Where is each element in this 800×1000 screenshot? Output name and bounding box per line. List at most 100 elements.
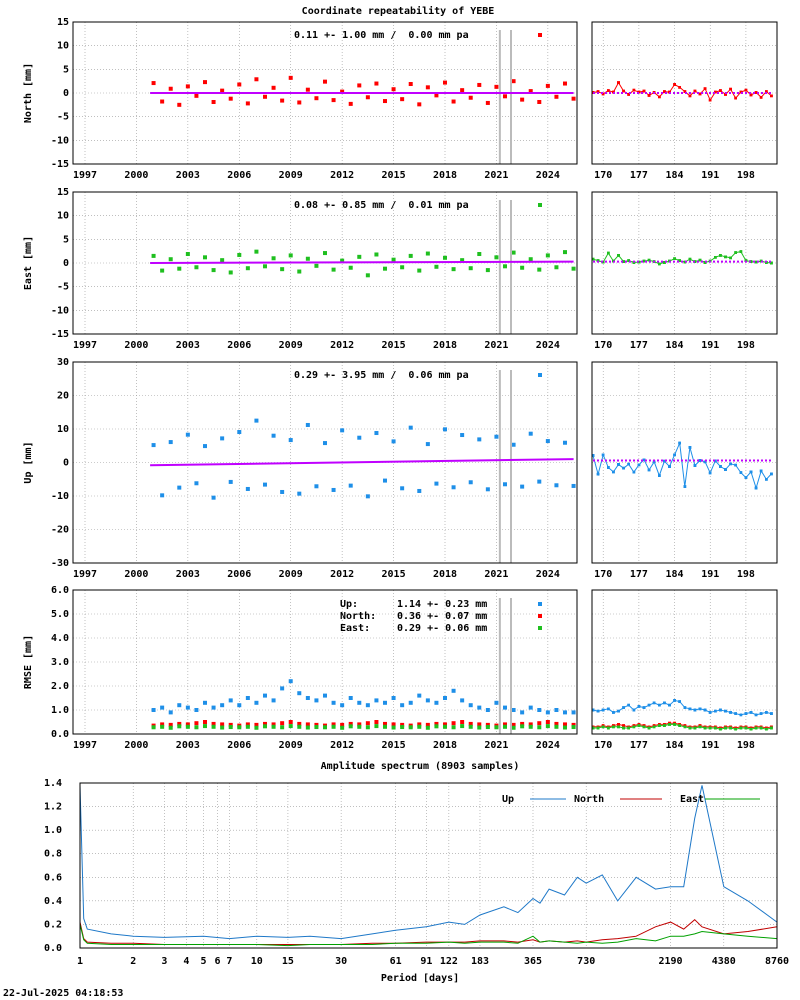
data-point xyxy=(288,679,293,684)
data-point xyxy=(545,720,550,724)
data-point xyxy=(554,94,559,99)
x-tick-label: 183 xyxy=(471,956,489,967)
x-tick-label: 2021 xyxy=(484,170,508,181)
data-point xyxy=(297,100,302,105)
data-point xyxy=(417,102,422,107)
data-point xyxy=(563,81,567,86)
data-point xyxy=(503,94,507,99)
data-point xyxy=(485,268,490,273)
data-point xyxy=(434,481,439,486)
data-point xyxy=(323,441,327,446)
data-point xyxy=(528,257,533,262)
data-point xyxy=(331,267,336,272)
data-point xyxy=(425,722,430,727)
inset-x-tick-label: 184 xyxy=(666,170,684,181)
data-point xyxy=(503,705,507,710)
inset-x-tick-label: 177 xyxy=(630,340,648,351)
data-point xyxy=(288,724,293,729)
y-tick-label: -30 xyxy=(51,558,69,569)
data-point xyxy=(537,267,542,272)
legend-swatch xyxy=(538,626,542,630)
legend-swatch xyxy=(538,373,542,377)
data-point xyxy=(383,478,387,483)
data-point xyxy=(477,722,482,727)
data-point xyxy=(494,255,499,260)
data-point xyxy=(160,705,165,710)
inset-x-tick-label: 177 xyxy=(630,740,648,751)
data-point xyxy=(280,721,285,726)
x-tick-label: 61 xyxy=(390,956,402,967)
y-tick-label: 2.0 xyxy=(51,681,69,692)
inset-line xyxy=(591,441,773,490)
legend-label: East xyxy=(680,794,704,805)
data-point xyxy=(391,439,396,444)
data-point xyxy=(168,725,173,730)
x-tick-label: 5 xyxy=(201,956,207,967)
data-point xyxy=(271,724,276,729)
data-point xyxy=(494,725,499,730)
data-point xyxy=(571,483,576,488)
y-tick-label: 10 xyxy=(57,211,69,222)
data-point xyxy=(348,265,353,270)
data-point xyxy=(545,724,550,729)
x-tick-label: 2000 xyxy=(124,340,148,351)
inset-x-tick-label: 191 xyxy=(701,740,719,751)
timestamp: 22-Jul-2025 04:18:53 xyxy=(3,988,123,999)
x-tick-label: 2021 xyxy=(484,740,508,751)
x-tick-label: 2024 xyxy=(536,170,560,181)
data-point xyxy=(340,725,345,730)
x-tick-label: 91 xyxy=(420,956,432,967)
data-point xyxy=(185,432,190,437)
inset-x-tick-label: 170 xyxy=(594,569,612,580)
data-point xyxy=(374,720,379,724)
data-point xyxy=(460,433,465,438)
data-point xyxy=(434,264,439,269)
y-tick-label: 5 xyxy=(63,64,69,75)
data-point xyxy=(554,724,559,729)
data-point xyxy=(160,268,165,273)
data-point xyxy=(374,252,379,257)
data-point xyxy=(323,725,327,730)
chart-title: Amplitude spectrum (8903 samples) xyxy=(321,760,520,772)
data-point xyxy=(348,101,353,106)
data-point xyxy=(417,693,422,698)
data-point xyxy=(477,252,482,257)
x-tick-label: 365 xyxy=(524,956,542,967)
data-point xyxy=(271,256,276,261)
data-point xyxy=(314,698,319,703)
data-point xyxy=(468,724,473,729)
data-point xyxy=(408,82,413,87)
legend-swatch xyxy=(538,602,542,606)
data-point xyxy=(365,703,370,708)
y-tick-label: -10 xyxy=(51,491,69,502)
data-point xyxy=(185,705,190,710)
data-point xyxy=(443,255,447,260)
data-point xyxy=(374,698,379,703)
x-tick-label: 2000 xyxy=(124,569,148,580)
data-point xyxy=(443,696,447,700)
data-point xyxy=(460,258,465,263)
data-point xyxy=(228,725,233,730)
data-point xyxy=(185,722,190,727)
data-point xyxy=(460,88,465,93)
data-point xyxy=(314,484,319,489)
data-point xyxy=(443,722,447,727)
data-point xyxy=(451,267,456,272)
data-point xyxy=(468,480,473,485)
data-point xyxy=(485,725,490,730)
data-point xyxy=(194,721,199,726)
data-point xyxy=(357,700,362,705)
x-tick-label: 2009 xyxy=(279,569,303,580)
data-point xyxy=(417,722,422,727)
data-point xyxy=(451,485,456,490)
data-point xyxy=(323,251,327,256)
data-point xyxy=(220,258,225,263)
data-point xyxy=(468,703,473,708)
x-axis-label: Period [days] xyxy=(381,972,459,984)
legend-label: North: xyxy=(340,611,376,622)
data-point xyxy=(280,686,285,691)
data-point xyxy=(237,82,242,87)
x-tick-label: 1997 xyxy=(73,340,97,351)
data-point xyxy=(537,721,542,726)
data-point xyxy=(168,710,173,715)
